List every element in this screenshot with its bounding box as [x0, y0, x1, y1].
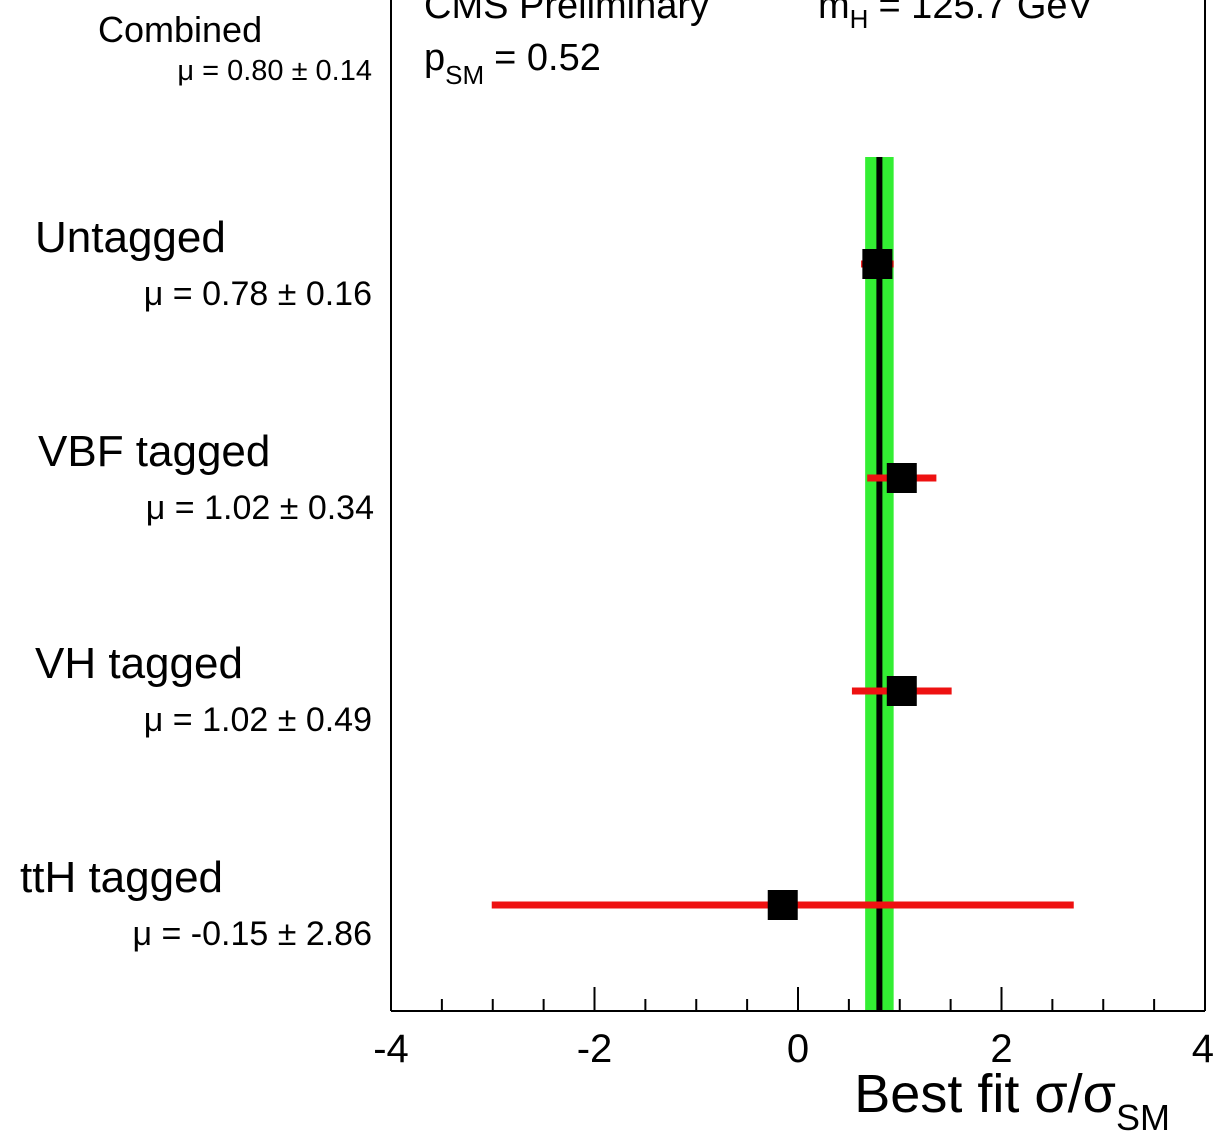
x-tick-label-neg4: -4	[373, 1027, 409, 1071]
x-tick-label-2: 2	[990, 1027, 1012, 1071]
points-layer	[491, 249, 1074, 920]
combined-label: Combined	[98, 9, 262, 50]
psm-subscript: SM	[445, 60, 484, 90]
marker-untagged	[862, 249, 893, 279]
marker-tth-tagged	[767, 890, 798, 920]
x-axis-ticks	[390, 987, 1206, 1011]
experiment-label: CMS Preliminary	[424, 0, 709, 27]
category-mu-label-vh: μ = 1.02 ± 0.49	[144, 701, 372, 739]
category-mu-label-untagged: μ = 0.78 ± 0.16	[144, 275, 372, 313]
marker-vh-tagged	[886, 676, 917, 706]
x-tick-label-4: 4	[1192, 1027, 1214, 1071]
x-tick-label-0: 0	[787, 1027, 809, 1071]
category-label-untagged: Untagged	[35, 213, 226, 262]
category-label-tth: ttH tagged	[20, 853, 223, 902]
category-mu-label-tth: μ = -0.15 ± 2.86	[132, 915, 372, 953]
x-axis-title-subscript: SM	[1116, 1097, 1170, 1138]
mass-label: mH = 125.7 GeV	[818, 0, 1094, 34]
marker-vbf-tagged	[886, 463, 917, 493]
mass-subscript: H	[850, 4, 869, 34]
combined-mu-label: μ = 0.80 ± 0.14	[177, 55, 372, 87]
x-tick-label-neg2: -2	[577, 1027, 613, 1071]
category-label-vbf: VBF tagged	[38, 427, 270, 476]
x-axis-title: Best fit σ/σSM	[854, 1064, 1170, 1138]
category-label-vh: VH tagged	[35, 639, 243, 688]
category-mu-label-vbf: μ = 1.02 ± 0.34	[146, 489, 374, 527]
psm-label: pSM = 0.52	[424, 37, 601, 90]
